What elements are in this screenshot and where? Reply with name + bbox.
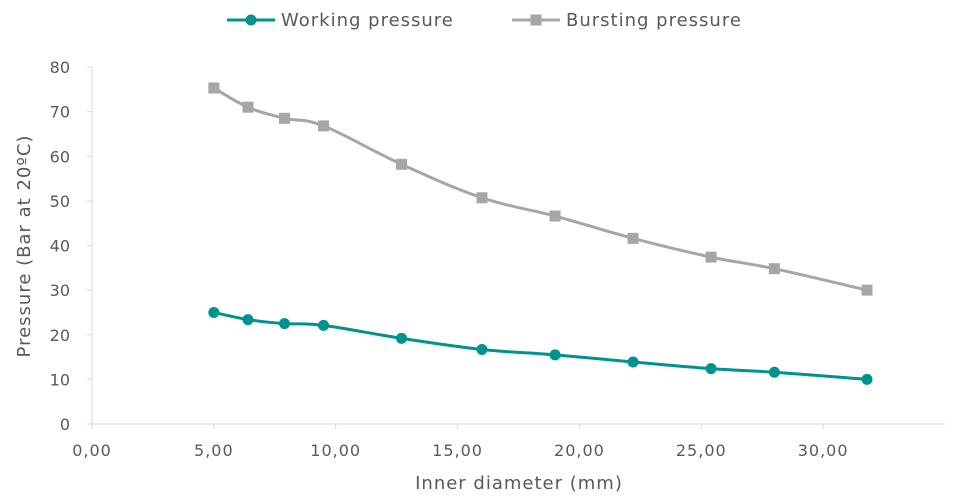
data-point-bursting-pressure: [627, 232, 639, 244]
y-tick-label: 80: [50, 58, 70, 77]
y-tick-label: 70: [50, 103, 70, 122]
data-point-bursting-pressure: [705, 251, 717, 263]
data-point-bursting-pressure: [861, 284, 873, 296]
y-tick-label: 50: [50, 192, 70, 211]
x-tick-label: 30,00: [798, 441, 849, 460]
y-tick-label: 0: [60, 415, 70, 434]
data-point-bursting-pressure: [476, 192, 488, 204]
legend-item-working-pressure: Working pressure: [227, 10, 454, 31]
legend-swatch-marker: [245, 14, 257, 26]
data-point-working-pressure: [242, 314, 254, 326]
x-tick-label: 10,00: [310, 441, 361, 460]
legend-item-bursting-pressure: Bursting pressure: [512, 10, 742, 31]
x-tick-label: 20,00: [554, 441, 605, 460]
data-point-bursting-pressure: [549, 210, 561, 222]
data-point-working-pressure: [861, 373, 873, 385]
legend-label: Bursting pressure: [566, 10, 742, 31]
data-point-working-pressure: [768, 366, 780, 378]
legend-swatch-marker: [530, 14, 542, 26]
data-point-working-pressure: [208, 306, 220, 318]
data-point-bursting-pressure: [318, 120, 330, 132]
x-tick-label: 25,00: [676, 441, 727, 460]
data-point-working-pressure: [279, 318, 291, 330]
data-point-working-pressure: [549, 349, 561, 361]
data-point-working-pressure: [705, 363, 717, 375]
chart-legend: Working pressure Bursting pressure: [227, 10, 742, 31]
data-point-working-pressure: [396, 332, 408, 344]
data-point-bursting-pressure: [208, 82, 220, 94]
y-axis-label: Pressure (Bar at 20ºC): [14, 135, 35, 358]
x-tick-label: 5,00: [194, 441, 234, 460]
x-axis-label: Inner diameter (mm): [415, 473, 623, 494]
data-point-working-pressure: [627, 356, 639, 368]
series-working-pressure: [208, 306, 873, 385]
series-line-working-pressure: [213, 310, 868, 381]
legend-label: Working pressure: [281, 10, 454, 31]
data-point-bursting-pressure: [768, 263, 780, 275]
chart-axes: 0 10 20 30 40 50 60 70 80 0,00 5,00 10,00 15,00 20,00…: [50, 58, 945, 460]
data-point-working-pressure: [318, 319, 330, 331]
data-point-bursting-pressure: [279, 112, 291, 124]
y-tick-label: 30: [50, 281, 70, 300]
x-tick-label: 15,00: [432, 441, 483, 460]
y-tick-label: 40: [50, 237, 70, 256]
series-bursting-pressure: [208, 82, 873, 296]
chart-series-layer: [208, 82, 873, 385]
data-point-bursting-pressure: [242, 101, 254, 113]
y-tick-label: 60: [50, 147, 70, 166]
series-line-bursting-pressure: [213, 86, 868, 292]
data-point-working-pressure: [476, 343, 488, 355]
data-point-bursting-pressure: [396, 158, 408, 170]
x-tick-label: 0,00: [72, 441, 112, 460]
y-tick-label: 20: [50, 326, 70, 345]
y-tick-label: 10: [50, 370, 70, 389]
